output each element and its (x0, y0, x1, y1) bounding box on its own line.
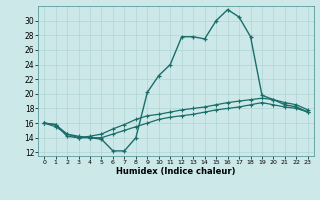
X-axis label: Humidex (Indice chaleur): Humidex (Indice chaleur) (116, 167, 236, 176)
